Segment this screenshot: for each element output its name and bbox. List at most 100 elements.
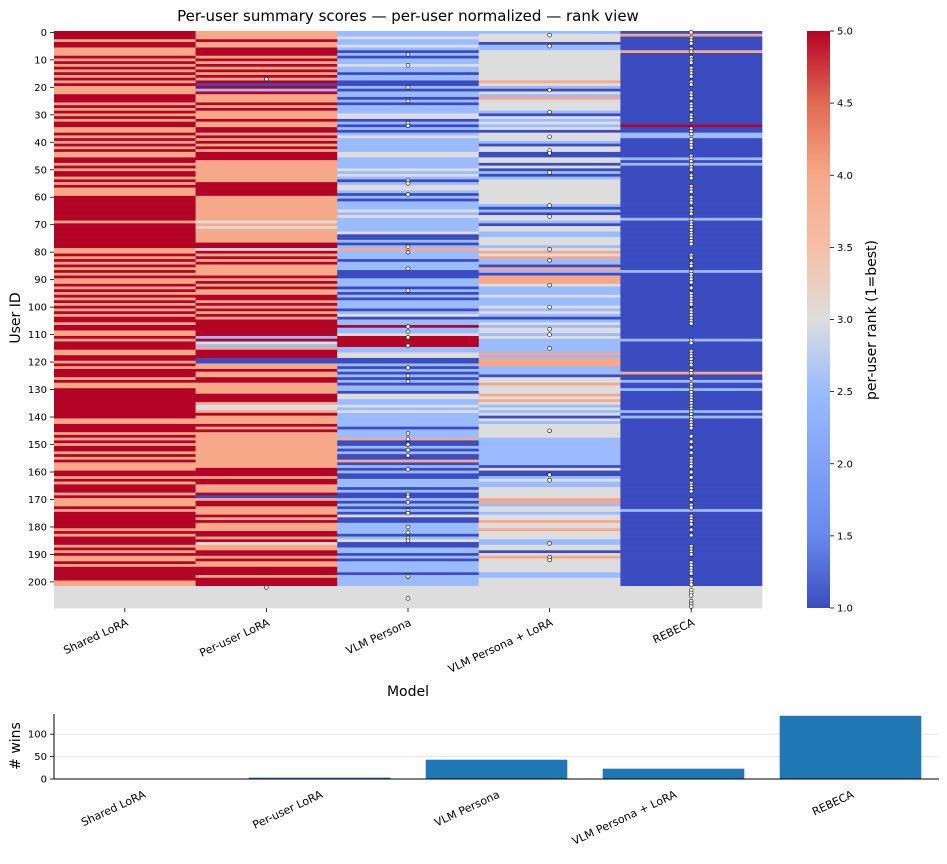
heatmap-cell [478, 410, 621, 414]
heatmap-cell [620, 327, 763, 331]
heatmap-cell [478, 275, 621, 279]
heatmap-cell [620, 437, 763, 441]
heatmap-cell [195, 270, 338, 274]
heatmap-cell [195, 259, 338, 263]
heatmap-cell [195, 162, 338, 166]
heatmap-cell [54, 80, 196, 84]
heatmap-cell [54, 129, 196, 134]
heatmap-cell [478, 531, 621, 535]
heatmap-cell [54, 410, 196, 414]
heatmap-cell [620, 121, 763, 125]
heatmap-x-tick-label: VLM Persona [344, 616, 413, 658]
heatmap-cell [195, 286, 338, 290]
heatmap-cell [195, 377, 338, 381]
best-marker [405, 431, 411, 436]
heatmap-cell [478, 498, 621, 502]
heatmap-cell [54, 157, 196, 161]
heatmap-cell [337, 162, 480, 166]
heatmap-cell [54, 355, 196, 359]
heatmap-cell [620, 536, 763, 540]
heatmap-cell [54, 61, 196, 65]
heatmap-cell [195, 193, 338, 197]
heatmap-cell [54, 215, 196, 219]
heatmap-cell [54, 105, 196, 109]
heatmap-cell [54, 423, 196, 428]
heatmap-cell [54, 566, 196, 570]
heatmap-cell [54, 308, 196, 312]
heatmap-cell [337, 558, 480, 562]
heatmap-cell [195, 547, 338, 551]
best-marker [547, 304, 552, 310]
heatmap-cell [478, 575, 621, 579]
heatmap-cell [337, 231, 480, 235]
heatmap-cell [195, 33, 338, 37]
heatmap-cell [195, 157, 338, 161]
heatmap-cell [54, 476, 196, 480]
best-marker [405, 574, 411, 579]
heatmap-cell [620, 558, 763, 562]
heatmap-column-per-user-lora [195, 31, 338, 609]
heatmap-y-tick-label: 100 [28, 303, 47, 314]
heatmap-cell [478, 465, 621, 469]
heatmap-cell [195, 454, 338, 458]
heatmap-cell [478, 157, 621, 161]
heatmap-cell [620, 110, 763, 114]
heatmap-cell [195, 195, 338, 199]
heatmap-cell [54, 113, 196, 117]
heatmap-cell [478, 143, 621, 147]
heatmap-cell [337, 544, 480, 548]
best-marker [547, 43, 552, 49]
heatmap-cell [337, 440, 480, 444]
heatmap-cell [337, 195, 480, 199]
heatmap-cell [337, 333, 480, 337]
heatmap-cell [478, 206, 621, 210]
heatmap-cell [478, 160, 621, 164]
heatmap-cell [54, 160, 196, 164]
heatmap-cell [195, 264, 338, 268]
heatmap-cell [337, 363, 480, 367]
heatmap-cell [337, 316, 480, 320]
heatmap-cell [54, 305, 196, 309]
heatmap-cell [337, 465, 480, 469]
heatmap-cell [337, 44, 480, 48]
heatmap-cell [195, 451, 338, 455]
heatmap-cell [54, 597, 196, 601]
heatmap-cell [195, 96, 338, 101]
heatmap-cell [478, 129, 621, 134]
bar-vlm-persona [425, 759, 568, 779]
heatmap-cell [195, 151, 338, 155]
heatmap-cell [195, 281, 338, 285]
best-marker [405, 85, 411, 90]
heatmap-cell [478, 583, 621, 587]
bar-x-axis: Shared LoRA Per-user LoRA VLM Persona VLM P… [79, 788, 856, 848]
heatmap-cell [54, 72, 196, 76]
heatmap-cell [337, 553, 480, 557]
heatmap-cell [478, 445, 621, 449]
heatmap-cell [478, 69, 621, 73]
heatmap-cell [54, 421, 196, 425]
heatmap-cell [195, 239, 338, 243]
heatmap-cell [478, 55, 621, 59]
heatmap-cell [195, 462, 338, 466]
heatmap-cell [195, 341, 338, 345]
heatmap-cell [478, 322, 621, 326]
heatmap-cell [620, 182, 763, 186]
heatmap-cell [478, 341, 621, 345]
heatmap-cell [54, 58, 196, 62]
heatmap-cell [478, 487, 621, 491]
heatmap-cell [620, 509, 763, 513]
heatmap-cell [478, 426, 621, 430]
best-marker [688, 74, 694, 79]
heatmap-cell [195, 322, 338, 326]
heatmap-cell [337, 33, 480, 37]
heatmap-y-tick-label: 160 [28, 467, 47, 478]
heatmap-cell [54, 487, 196, 491]
heatmap-cell [478, 366, 621, 370]
heatmap-cell [620, 250, 763, 254]
heatmap-cell [54, 36, 196, 40]
heatmap-cell [478, 80, 621, 84]
heatmap-cell [54, 396, 196, 400]
heatmap-cell [195, 514, 338, 518]
heatmap-cell [54, 432, 196, 436]
heatmap-cell [337, 303, 480, 307]
